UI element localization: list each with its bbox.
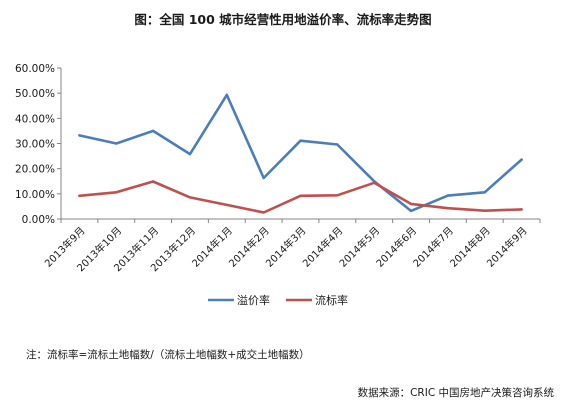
data-point	[336, 194, 339, 197]
data-point	[78, 134, 81, 137]
legend-label: 溢价率	[237, 293, 270, 307]
data-point	[262, 211, 265, 214]
chart-title: 图：全国 100 城市经营性用地溢价率、流标率走势图	[134, 12, 432, 27]
series-line-1	[78, 93, 523, 213]
data-point	[225, 93, 229, 97]
data-point	[483, 209, 486, 212]
y-axis: 0.00% 10.00% 20.00% 30.00% 40.00% 50.00% 60.00…	[15, 63, 62, 226]
legend: 溢价率 流标率	[208, 293, 348, 307]
data-point	[520, 158, 523, 161]
data-point	[188, 152, 192, 156]
data-point	[151, 129, 155, 133]
y-tick-label: 0.00%	[22, 214, 55, 226]
data-point	[446, 206, 450, 210]
data-point	[299, 194, 302, 198]
y-tick-label: 50.00%	[15, 88, 55, 100]
data-point	[446, 194, 450, 197]
y-tick-label: 30.00%	[15, 139, 55, 151]
data-point	[483, 191, 486, 194]
legend-label: 流标率	[315, 293, 348, 307]
y-tick-label: 60.00%	[15, 63, 55, 75]
data-point	[409, 202, 413, 206]
footnote: 注：流标率=流标土地幅数/（流标土地幅数+成交土地幅数）	[26, 349, 310, 361]
data-point	[115, 142, 118, 145]
data-point	[188, 196, 192, 199]
data-point	[262, 176, 265, 180]
series-lines	[78, 93, 523, 214]
data-point	[336, 143, 339, 146]
data-source: 数据来源：CRIC 中国房地产决策咨询系统	[357, 387, 554, 399]
data-point	[299, 139, 302, 142]
data-point	[115, 191, 118, 194]
y-tick-label: 10.00%	[15, 189, 55, 201]
data-point	[225, 203, 229, 207]
y-tick-label: 40.00%	[15, 113, 55, 125]
data-point	[409, 209, 413, 213]
y-tick-label: 20.00%	[15, 164, 55, 176]
data-point	[372, 181, 376, 184]
x-axis: 2013年9月2013年10月2013年11月2013年12月2014年1月20…	[42, 218, 541, 274]
data-point	[520, 208, 523, 211]
data-point	[151, 180, 155, 183]
x-tick-label: 2014年9月	[484, 224, 530, 270]
data-point	[78, 194, 81, 198]
